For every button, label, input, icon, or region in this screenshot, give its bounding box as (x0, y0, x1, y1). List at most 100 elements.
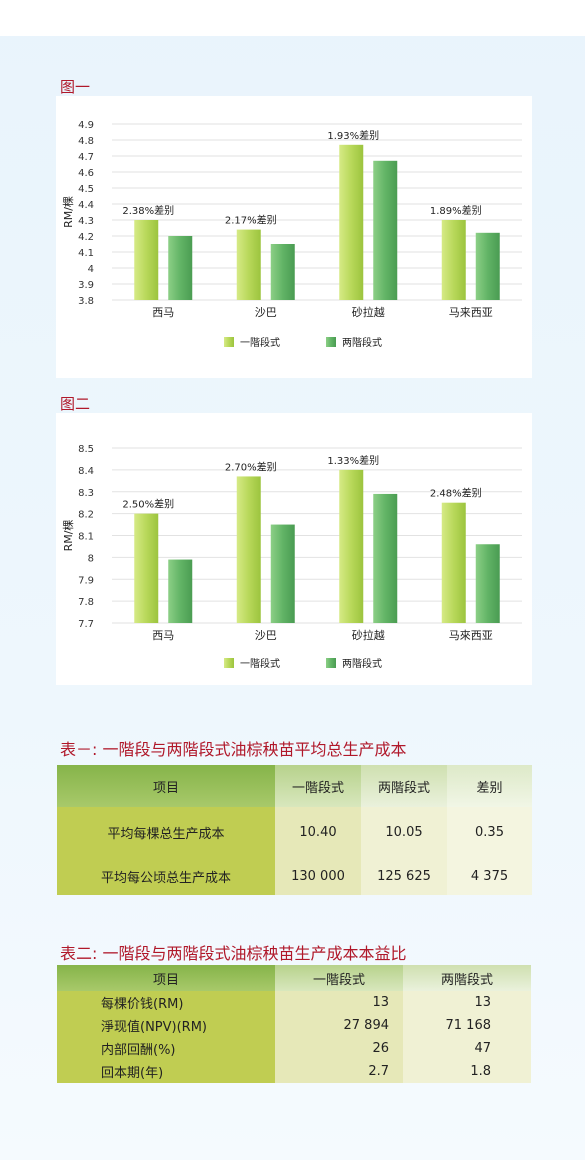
x-tick-label: 砂拉越 (352, 628, 385, 642)
y-tick-label: 8 (88, 553, 94, 564)
bar-annotation: 2.17%差别 (225, 214, 277, 227)
table-cell: 淨现值(NPV)(RM) (57, 1014, 275, 1037)
bar-two-stage (475, 544, 500, 623)
bar-one-stage (134, 513, 159, 623)
bar-one-stage (441, 502, 466, 623)
y-tick-label: 8.5 (78, 444, 94, 455)
table-cell: 平均每棵总生产成本 (57, 807, 275, 857)
y-tick-label: 4.9 (78, 120, 94, 131)
y-tick-label: 4 (88, 264, 94, 275)
table-cell: 125 625 (361, 857, 447, 895)
bar-one-stage (339, 144, 364, 300)
table-cell: 0.35 (447, 807, 532, 857)
y-tick-label: 8.3 (78, 488, 94, 499)
x-tick-label: 马来西亚 (449, 306, 493, 319)
y-axis-label: RM/棵 (61, 520, 75, 552)
y-tick-label: 4.8 (78, 136, 94, 147)
table-2-header-one-stage: 一階段式 (275, 965, 403, 991)
bar-one-stage (236, 229, 261, 300)
table-cell: 10.40 (275, 807, 361, 857)
legend-swatch-two-stage (326, 658, 336, 668)
bar-annotation: 2.50%差别 (122, 498, 174, 511)
bar-one-stage (339, 469, 364, 623)
y-tick-label: 4.4 (78, 200, 94, 211)
table-row: 淨现值(NPV)(RM) 27 894 71 168 (57, 1014, 531, 1037)
table-row: 回本期(年) 2.7 1.8 (57, 1060, 531, 1083)
table-1-header-row: 项目 一階段式 两階段式 差别 (57, 765, 532, 807)
table-cell: 每棵价钱(RM) (57, 991, 275, 1014)
table-2-title: 表二: 一階段与两階段式油棕秧苗生产成本本益比 (60, 944, 407, 963)
x-tick-label: 西马 (152, 629, 174, 642)
y-tick-label: 8.4 (78, 466, 94, 477)
y-tick-label: 4.2 (78, 232, 94, 243)
table-row: 平均每棵总生产成本 10.40 10.05 0.35 (57, 807, 532, 857)
y-tick-label: 3.9 (78, 280, 94, 291)
legend-label-two-stage: 两階段式 (342, 657, 382, 670)
x-tick-label: 砂拉越 (352, 305, 385, 319)
table-2: 项目 一階段式 两階段式 每棵价钱(RM) 13 13 淨现值(NPV)(RM)… (57, 965, 531, 1083)
bar-annotation: 1.93%差别 (327, 129, 379, 142)
bar-two-stage (270, 524, 295, 623)
table-cell: 26 (275, 1037, 403, 1060)
legend-swatch-one-stage (224, 658, 234, 668)
table-cell: 10.05 (361, 807, 447, 857)
figure-1-label: 图一 (60, 78, 91, 96)
figure-1-chart: 4.9 4.8 4.7 4.6 4.5 4.4 4.3 4.2 4.1 4 3.9 3.8 RM/棵 2.… (61, 120, 522, 349)
bar-annotation: 2.48%差别 (430, 487, 482, 500)
y-tick-label: 7.7 (78, 619, 94, 630)
bar-two-stage (373, 493, 398, 623)
legend-label-one-stage: 一階段式 (240, 657, 280, 670)
figure-2-label: 图二 (60, 395, 91, 413)
bar-one-stage (441, 220, 466, 300)
x-tick-label: 马來西亚 (449, 629, 493, 642)
y-tick-label: 3.8 (78, 296, 94, 307)
table-row: 每棵价钱(RM) 13 13 (57, 991, 531, 1014)
y-tick-label: 8.1 (78, 532, 94, 543)
table-cell: 4 375 (447, 857, 532, 895)
table-1-title: 表－: 一階段与两階段式油棕秧苗平均总生产成本 (60, 740, 407, 759)
legend-label-two-stage: 两階段式 (342, 336, 382, 349)
bar-two-stage (168, 559, 193, 623)
legend-swatch-two-stage (326, 337, 336, 347)
x-tick-label: 沙巴 (255, 629, 277, 642)
table-cell: 27 894 (275, 1014, 403, 1037)
bar-two-stage (475, 232, 500, 300)
y-tick-label: 7.8 (78, 597, 94, 608)
table-cell: 130 000 (275, 857, 361, 895)
table-1: 项目 一階段式 两階段式 差别 平均每棵总生产成本 10.40 10.05 0.… (57, 765, 532, 895)
table-1-header-diff: 差别 (447, 765, 532, 807)
legend-swatch-one-stage (224, 337, 234, 347)
table-cell: 13 (275, 991, 403, 1014)
table-2-header-two-stage: 两階段式 (403, 965, 531, 991)
y-tick-label: 7.9 (78, 575, 94, 586)
table-cell: 13 (403, 991, 531, 1014)
bar-two-stage (373, 160, 398, 300)
table-1-header-two-stage: 两階段式 (361, 765, 447, 807)
table-2-header-item: 项目 (57, 965, 275, 991)
y-tick-label: 8.2 (78, 510, 94, 521)
table-cell: 1.8 (403, 1060, 531, 1083)
bar-annotation: 2.38%差别 (122, 204, 174, 217)
y-axis-label: RM/棵 (61, 196, 75, 228)
table-cell: 内部回酬(%) (57, 1037, 275, 1060)
table-row: 平均每公顷总生产成本 130 000 125 625 4 375 (57, 857, 532, 895)
top-strip (0, 0, 585, 36)
y-tick-label: 4.1 (78, 248, 94, 259)
table-1-header-one-stage: 一階段式 (275, 765, 361, 807)
table-2-header-row: 项目 一階段式 两階段式 (57, 965, 531, 991)
table-cell: 回本期(年) (57, 1060, 275, 1083)
bar-one-stage (134, 220, 159, 300)
table-cell: 47 (403, 1037, 531, 1060)
bar-annotation: 1.33%差别 (327, 454, 379, 467)
table-cell: 71 168 (403, 1014, 531, 1037)
y-tick-label: 4.5 (78, 184, 94, 195)
bar-two-stage (270, 244, 295, 300)
figure-1-panel: 4.9 4.8 4.7 4.6 4.5 4.4 4.3 4.2 4.1 4 3.9 3.8 RM/棵 2.… (56, 96, 532, 378)
table-cell: 2.7 (275, 1060, 403, 1083)
table-row: 内部回酬(%) 26 47 (57, 1037, 531, 1060)
x-tick-label: 沙巴 (255, 306, 277, 319)
y-tick-label: 4.3 (78, 216, 94, 227)
bar-one-stage (236, 476, 261, 623)
y-tick-label: 4.6 (78, 168, 94, 179)
